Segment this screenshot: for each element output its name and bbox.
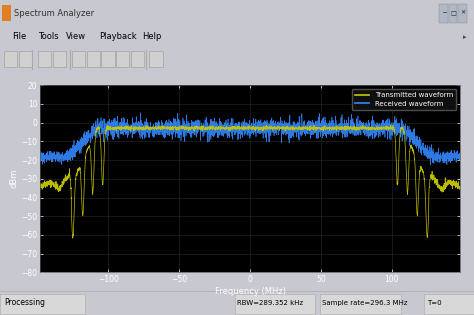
Text: Tools: Tools bbox=[38, 32, 59, 41]
Bar bbox=[53, 51, 66, 66]
Text: Spectrum Analyzer: Spectrum Analyzer bbox=[14, 9, 94, 18]
Bar bbox=[149, 51, 163, 66]
Text: File: File bbox=[12, 32, 26, 41]
Bar bbox=[131, 51, 144, 66]
Bar bbox=[449, 4, 457, 23]
Text: RBW=289.352 kHz: RBW=289.352 kHz bbox=[237, 300, 303, 306]
Bar bbox=[38, 51, 51, 66]
Bar bbox=[87, 51, 100, 66]
Bar bbox=[4, 51, 17, 66]
Text: View: View bbox=[66, 32, 86, 41]
Text: Help: Help bbox=[142, 32, 162, 41]
Bar bbox=[424, 294, 474, 314]
X-axis label: Frequency (MHz): Frequency (MHz) bbox=[215, 287, 285, 296]
Text: Playback: Playback bbox=[100, 32, 137, 41]
Bar bbox=[458, 4, 467, 23]
Text: ✕: ✕ bbox=[460, 11, 465, 16]
Bar bbox=[235, 294, 315, 314]
Bar bbox=[19, 51, 32, 66]
Legend: Transmitted waveform, Received waveform: Transmitted waveform, Received waveform bbox=[352, 89, 456, 110]
Bar bbox=[101, 51, 115, 66]
Bar bbox=[439, 4, 448, 23]
Bar bbox=[72, 51, 85, 66]
Bar bbox=[116, 51, 129, 66]
Bar bbox=[320, 294, 401, 314]
Text: ─: ─ bbox=[442, 11, 446, 16]
Text: Sample rate=296.3 MHz: Sample rate=296.3 MHz bbox=[322, 300, 408, 306]
Text: T=0: T=0 bbox=[427, 300, 441, 306]
Text: ▸: ▸ bbox=[464, 34, 467, 40]
Bar bbox=[2, 5, 11, 21]
Text: □: □ bbox=[450, 11, 456, 16]
Bar bbox=[0, 294, 85, 314]
Y-axis label: dBm: dBm bbox=[9, 169, 18, 188]
Text: Processing: Processing bbox=[5, 298, 46, 307]
